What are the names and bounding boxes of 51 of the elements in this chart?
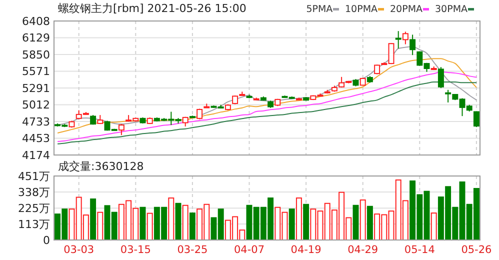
legend-label: 10PMA [345, 4, 378, 15]
y-tick-label: 113万 [18, 218, 50, 231]
chart-title: 螺纹钢主力[rbm] 2021-05-26 15:00 [58, 2, 246, 15]
chart-title: 成交量:3630128 [58, 160, 144, 173]
line-series [57, 82, 477, 144]
bar [430, 212, 437, 240]
bar [90, 198, 96, 240]
bar [146, 212, 153, 240]
bar [189, 212, 196, 240]
legend-label: 5PMA [306, 4, 334, 15]
bar [360, 199, 366, 240]
candlestick [118, 124, 124, 136]
x-tick-label: 04-19 [290, 244, 322, 256]
y-tick-label: 4733 [22, 115, 50, 128]
candlestick [402, 31, 408, 45]
x-tick-label: 04-07 [234, 244, 265, 256]
y-tick-label: 0 [43, 234, 50, 247]
x-tick-label: 04-29 [348, 244, 378, 256]
y-tick-label: 338万 [18, 186, 50, 199]
x-tick-label: 05-26 [461, 244, 492, 256]
x-tick-label: 05-14 [404, 244, 436, 256]
bar [97, 212, 104, 240]
y-tick-label: 225万 [18, 202, 50, 215]
legend-label: 30PMA [435, 4, 468, 15]
candlestick [473, 110, 480, 128]
bar [168, 197, 174, 240]
y-tick-label: 5850 [22, 48, 50, 62]
y-tick-label: 4174 [22, 148, 50, 162]
x-tick-label: 03-03 [64, 244, 94, 256]
y-tick-label: 6129 [22, 32, 50, 45]
y-tick-label: 5012 [22, 98, 50, 112]
candlestick [395, 30, 402, 49]
y-tick-label: 5571 [22, 65, 50, 78]
line-series [57, 58, 477, 134]
y-tick-label: 5291 [22, 82, 50, 95]
y-tick-label: 6408 [22, 14, 50, 28]
bar [352, 204, 359, 240]
line-series [57, 71, 477, 142]
x-tick-label: 03-15 [120, 244, 151, 256]
bar [288, 208, 295, 240]
candlestick [410, 34, 416, 56]
y-tick-label: 451万 [18, 170, 50, 183]
y-tick-label: 4453 [22, 132, 50, 146]
candlestick [438, 66, 444, 89]
legend-label: 20PMA [390, 4, 424, 15]
bar [296, 197, 302, 240]
bar [366, 206, 373, 240]
bar [182, 204, 188, 240]
bar [303, 204, 310, 240]
bar [175, 202, 182, 240]
x-tick-label: 03-25 [177, 244, 208, 256]
